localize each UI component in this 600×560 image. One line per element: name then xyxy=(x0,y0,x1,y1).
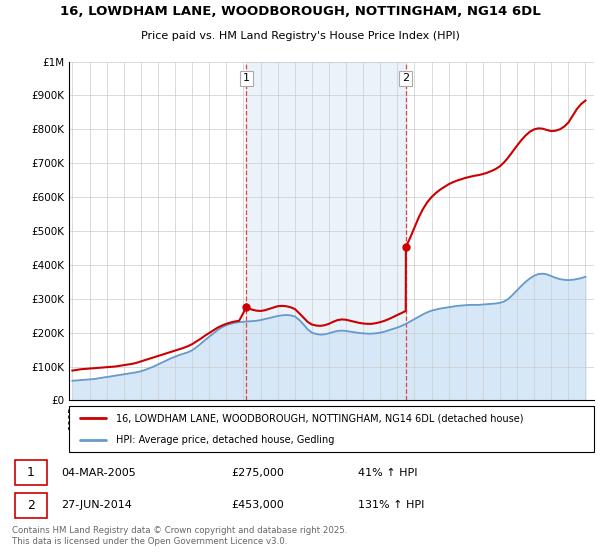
FancyBboxPatch shape xyxy=(15,460,47,486)
Text: 1: 1 xyxy=(243,73,250,83)
Text: Price paid vs. HM Land Registry's House Price Index (HPI): Price paid vs. HM Land Registry's House … xyxy=(140,30,460,40)
Text: £453,000: £453,000 xyxy=(231,500,284,510)
Text: HPI: Average price, detached house, Gedling: HPI: Average price, detached house, Gedl… xyxy=(116,436,335,445)
Text: 1: 1 xyxy=(27,466,35,479)
Bar xyxy=(247,62,406,400)
Text: 2: 2 xyxy=(27,498,35,512)
Text: 131% ↑ HPI: 131% ↑ HPI xyxy=(358,500,424,510)
Text: 2: 2 xyxy=(402,73,409,83)
Text: £275,000: £275,000 xyxy=(231,468,284,478)
Text: 27-JUN-2014: 27-JUN-2014 xyxy=(61,500,132,510)
Text: 16, LOWDHAM LANE, WOODBOROUGH, NOTTINGHAM, NG14 6DL (detached house): 16, LOWDHAM LANE, WOODBOROUGH, NOTTINGHA… xyxy=(116,413,524,423)
Text: 04-MAR-2005: 04-MAR-2005 xyxy=(61,468,136,478)
Text: 16, LOWDHAM LANE, WOODBOROUGH, NOTTINGHAM, NG14 6DL: 16, LOWDHAM LANE, WOODBOROUGH, NOTTINGHA… xyxy=(59,5,541,18)
FancyBboxPatch shape xyxy=(15,493,47,517)
Text: 41% ↑ HPI: 41% ↑ HPI xyxy=(358,468,417,478)
Text: Contains HM Land Registry data © Crown copyright and database right 2025.
This d: Contains HM Land Registry data © Crown c… xyxy=(12,526,347,546)
